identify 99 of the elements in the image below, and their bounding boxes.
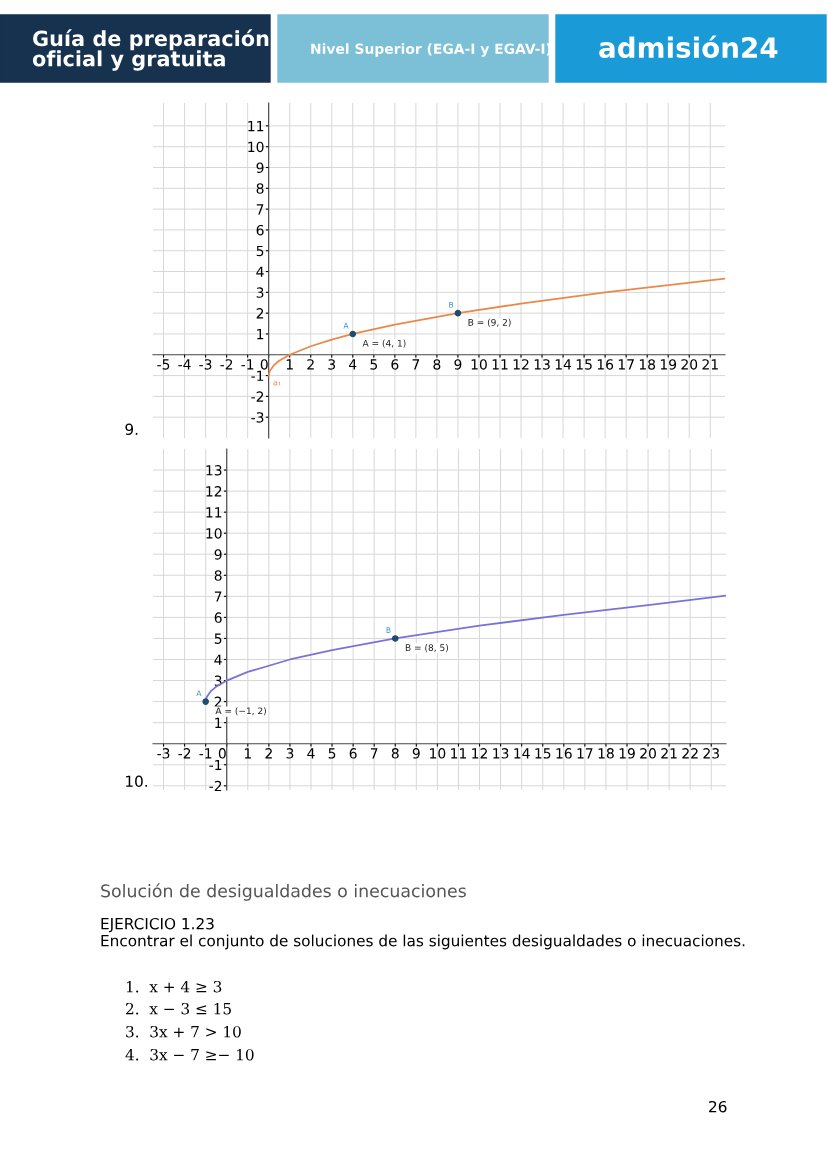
y-tick-label: 11 (248, 121, 264, 132)
x-tick-label: 0 (260, 359, 268, 370)
y-tick-label: -1 (251, 370, 264, 381)
x-tick-label: 8 (433, 359, 441, 370)
y-tick-label: -3 (251, 412, 264, 423)
annotation: A = (4, 1) (362, 339, 406, 348)
y-tick-label: -2 (209, 780, 222, 792)
text: 2. x − 3 ≤ 15 (126, 1002, 231, 1015)
x-tick-label: 7 (412, 359, 420, 370)
x-tick-label: -1 (241, 359, 254, 370)
x-tick-label: 21 (702, 359, 718, 370)
x-tick-label: 20 (681, 359, 698, 370)
y-tick-label: -2 (251, 391, 264, 402)
annotation: B = (9, 2) (468, 318, 511, 327)
y-tick-label: 2 (214, 696, 222, 707)
x-tick-label: 20 (640, 748, 656, 759)
x-tick-label: 2 (265, 748, 272, 759)
y-tick-label: 13 (206, 465, 222, 476)
x-tick-label: 10 (430, 748, 446, 759)
y-tick-label: 10 (248, 141, 264, 153)
y-tick-label: 12 (206, 486, 222, 497)
x-tick-label: 3 (286, 748, 294, 759)
y-tick-label: 8 (256, 183, 264, 194)
text: 10. (126, 775, 147, 788)
annotation: B = (8, 5) (405, 644, 448, 653)
x-tick-label: 15 (576, 359, 592, 370)
y-tick-label: 2 (256, 308, 264, 319)
x-tick-label: 23 (703, 748, 719, 759)
text: Guía de preparación oficial y gratuita (32, 29, 269, 71)
x-tick-label: 17 (618, 359, 634, 370)
x-tick-label: 15 (535, 748, 551, 759)
x-tick-label: 0 (218, 748, 226, 759)
x-tick-label: 4 (349, 359, 357, 370)
x-tick-label: 11 (451, 748, 467, 759)
x-tick-label: 19 (619, 748, 635, 759)
x-tick-label: 14 (514, 748, 530, 759)
x-tick-label: 17 (577, 748, 593, 759)
text: 4. 3x − 7 ≥− 10 (125, 1048, 254, 1061)
x-tick-label: 9 (412, 748, 420, 759)
annotation: A = (−1, 2) (215, 707, 266, 716)
text: 26 (709, 1100, 727, 1113)
x-tick-label: -1 (199, 748, 212, 759)
x-tick-label: 19 (660, 359, 677, 370)
x-tick-label: 1 (286, 359, 293, 370)
y-tick-label: 4 (256, 266, 264, 277)
line-series (267, 277, 725, 377)
y-tick-label: 11 (206, 507, 222, 518)
text: Encontrar el conjunto de soluciones de las siguientes desigualdades o inecuaciones. (101, 934, 745, 950)
x-tick-label: 14 (555, 359, 572, 370)
x-tick-label: 4 (307, 748, 315, 759)
x-tick-label: 7 (370, 748, 378, 759)
x-tick-label: 2 (307, 359, 314, 370)
x-tick-label: -4 (178, 359, 191, 370)
x-tick-label: 18 (639, 359, 656, 370)
text: 9. (125, 423, 138, 436)
x-tick-label: 9 (454, 359, 462, 370)
y-tick-label: 7 (256, 204, 264, 215)
x-tick-label: 16 (556, 748, 572, 759)
y-tick-label: 10 (206, 528, 222, 539)
x-tick-label: 12 (513, 359, 529, 370)
text: Solución de desigualdades o inecuaciones (101, 883, 466, 901)
y-tick-label: 3 (256, 287, 264, 298)
x-tick-label: 5 (370, 359, 378, 370)
y-tick-label: 8 (214, 570, 222, 581)
y-tick-label: 5 (256, 245, 264, 257)
x-tick-label: 12 (472, 748, 487, 759)
text: 1. x + 4 ≥ 3 (126, 980, 222, 993)
y-tick-label: 6 (214, 612, 222, 623)
x-tick-label: 5 (328, 748, 336, 759)
x-tick-label: -3 (199, 359, 212, 370)
x-tick-label: 6 (349, 748, 357, 759)
y-tick-label: 9 (256, 162, 264, 173)
x-tick-label: -2 (178, 748, 191, 759)
y-tick-label: 7 (214, 591, 222, 602)
x-tick-label: 8 (391, 748, 399, 759)
text: 3. 3x + 7 > 10 (126, 1025, 241, 1038)
x-tick-label: 13 (493, 748, 509, 759)
y-tick-label: 1 (215, 717, 222, 728)
text: Nivel Superior (EGA-I y EGAV-I) (311, 43, 551, 57)
x-tick-label: 6 (391, 359, 399, 370)
y-tick-label: 1 (257, 329, 264, 340)
y-tick-label: 9 (214, 549, 222, 560)
text: EJERCICIO 1.23 (101, 917, 214, 933)
x-tick-label: 21 (661, 748, 677, 759)
x-tick-label: -3 (157, 748, 170, 759)
y-tick-label: 4 (214, 654, 222, 665)
x-tick-label: -5 (157, 359, 170, 370)
x-tick-label: 10 (471, 359, 487, 370)
text: admisión24 (599, 35, 778, 59)
x-tick-label: 16 (597, 359, 614, 370)
y-tick-label: -1 (209, 759, 222, 771)
y-tick-label: 6 (256, 224, 264, 236)
x-tick-label: 13 (534, 359, 550, 370)
x-tick-label: 3 (328, 359, 336, 370)
series-label: a₁ (273, 380, 281, 386)
y-tick-label: 5 (214, 633, 222, 644)
x-tick-label: 11 (492, 359, 508, 370)
x-tick-label: 22 (682, 748, 698, 759)
x-tick-label: 18 (598, 748, 614, 759)
